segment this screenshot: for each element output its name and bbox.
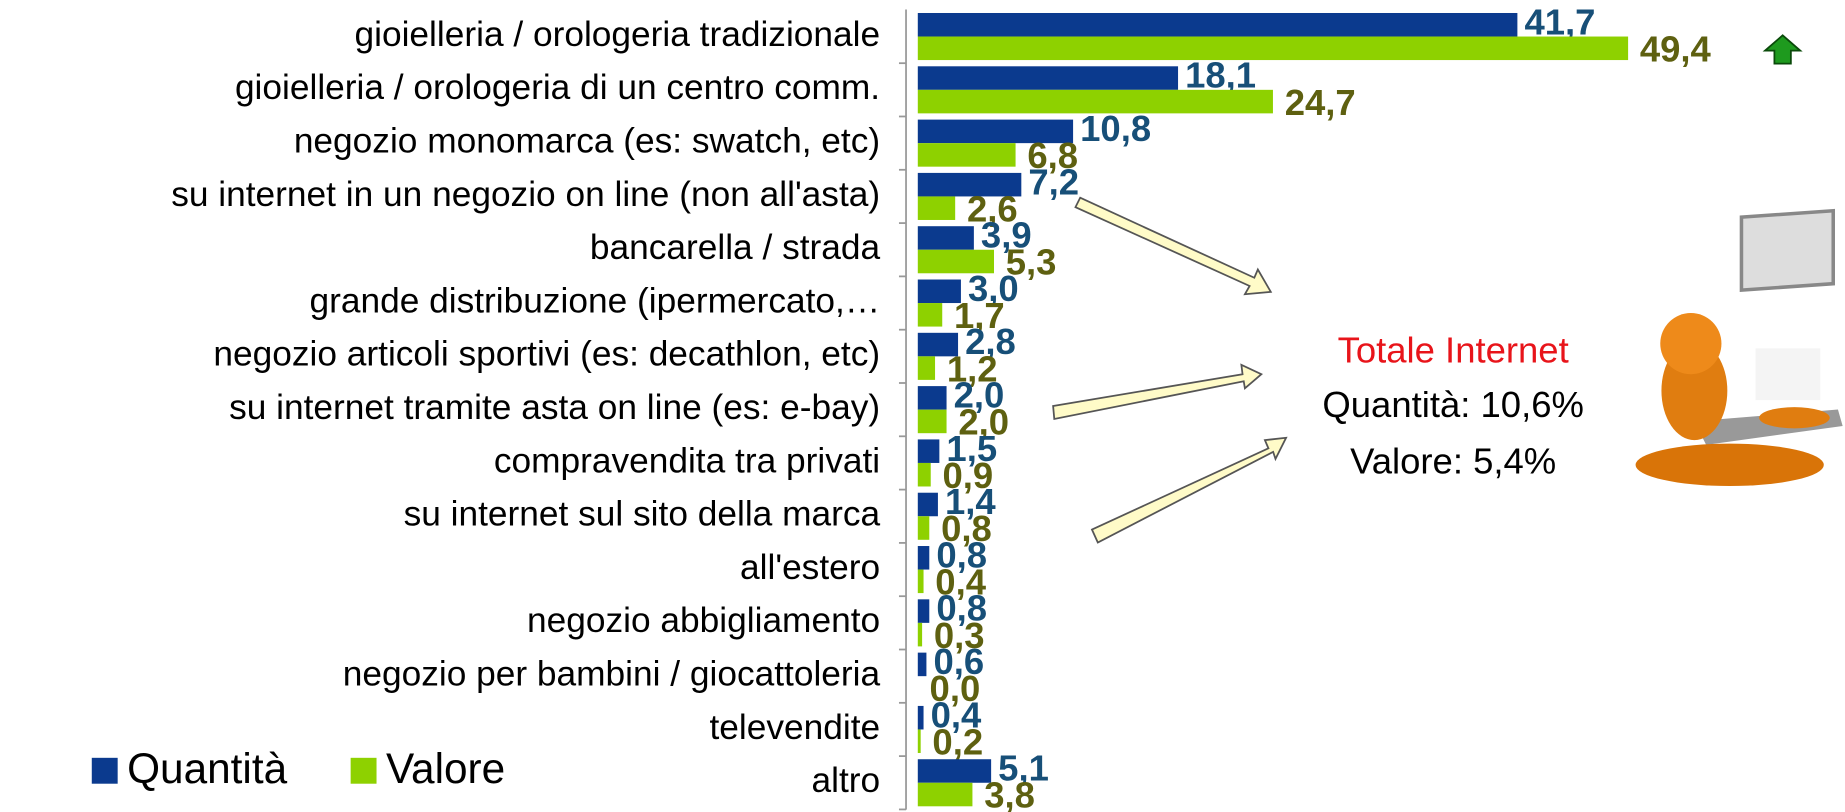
bar (917, 782, 973, 807)
bar (917, 226, 974, 250)
up-arrow-icon (1762, 34, 1803, 65)
category-label: negozio articoli sportivi (es: decathlon… (213, 335, 880, 374)
bar (917, 599, 930, 623)
bar (917, 516, 930, 540)
category-label: negozio abbigliamento (527, 601, 880, 640)
value-label: 1,2 (947, 348, 998, 389)
category-label: all'estero (740, 548, 880, 587)
legend-label: Quantità (127, 745, 288, 792)
bar (917, 622, 923, 647)
bar (917, 569, 924, 594)
bar (917, 172, 1022, 197)
category-label: grande distribuzione (ipermercato,… (309, 281, 880, 320)
bar (917, 492, 938, 517)
value-label: 0,6 (933, 641, 984, 682)
value-label: 41,7 (1524, 1, 1595, 42)
value-label: 3,0 (968, 268, 1019, 309)
value-label: 2,0 (958, 402, 1009, 443)
value-label: 6,8 (1027, 135, 1078, 176)
category-label: gioielleria / orologeria tradizionale (355, 15, 881, 54)
legend-swatch (350, 757, 377, 784)
category-label: su internet tramite asta on line (es: e-… (229, 388, 880, 427)
value-label: 1,4 (945, 481, 996, 522)
bar (917, 652, 927, 677)
annotation: Totale Internet (1338, 330, 1569, 371)
arrows (1052, 196, 1288, 544)
value-label: 3,8 (984, 775, 1035, 812)
value-label: 0,4 (931, 694, 982, 735)
bar (917, 303, 943, 327)
category-label: su internet sul sito della marca (404, 495, 881, 534)
value-label: 2,6 (967, 188, 1018, 229)
bar (917, 66, 1179, 90)
value-label: 0,2 (932, 721, 983, 762)
value-label: 49,4 (1640, 28, 1712, 69)
category-label: televendite (709, 708, 880, 747)
bar (917, 119, 1074, 144)
value-label: 0,9 (943, 455, 994, 496)
value-label: 5,1 (998, 748, 1049, 789)
category-label: negozio per bambini / giocattoleria (343, 654, 881, 693)
value-label: 10,8 (1080, 108, 1151, 149)
bar (917, 143, 1016, 167)
value-label: 1,5 (946, 428, 997, 469)
category-label: compravendita tra privati (494, 441, 880, 480)
value-label: 1,7 (954, 295, 1005, 336)
bar (917, 249, 995, 274)
value-label: 7,2 (1028, 161, 1079, 202)
person-icon (1635, 208, 1843, 487)
value-label: 3,9 (981, 215, 1032, 256)
value-label: 18,1 (1185, 55, 1256, 96)
value-label: 0,8 (936, 534, 987, 575)
bar (917, 332, 959, 357)
value-label: 2,0 (954, 375, 1005, 416)
bar (917, 759, 992, 783)
value-label: 0,8 (941, 508, 992, 549)
value-label: 2,8 (965, 321, 1016, 362)
bar (917, 36, 1629, 61)
bar (917, 196, 956, 220)
bar (917, 279, 961, 304)
category-label: negozio monomarca (es: swatch, etc) (294, 121, 880, 160)
bar (917, 89, 1273, 114)
bar (917, 439, 940, 463)
category-label: su internet in un negozio on line (non a… (171, 175, 880, 214)
value-label: 0,8 (936, 588, 987, 629)
category-label: bancarella / strada (590, 228, 881, 267)
annotation: Quantità: 10,6% (1322, 384, 1584, 425)
category-label: altro (811, 761, 880, 800)
bar (917, 12, 1518, 37)
bar (917, 729, 921, 753)
value-label: 24,7 (1285, 82, 1356, 123)
legend-label: Valore (386, 745, 505, 792)
bar (917, 705, 924, 730)
bar (917, 546, 930, 570)
value-label: 0,0 (930, 668, 981, 709)
bar (917, 409, 947, 434)
legend-swatch (91, 757, 118, 784)
value-label: 0,4 (935, 561, 986, 602)
annotation: Valore: 5,4% (1350, 440, 1556, 481)
value-label: 5,3 (1006, 242, 1057, 283)
bar (917, 462, 931, 487)
bar (917, 356, 936, 380)
category-label: gioielleria / orologeria di un centro co… (235, 68, 880, 107)
bar (917, 386, 947, 410)
value-label: 0,3 (934, 615, 985, 656)
